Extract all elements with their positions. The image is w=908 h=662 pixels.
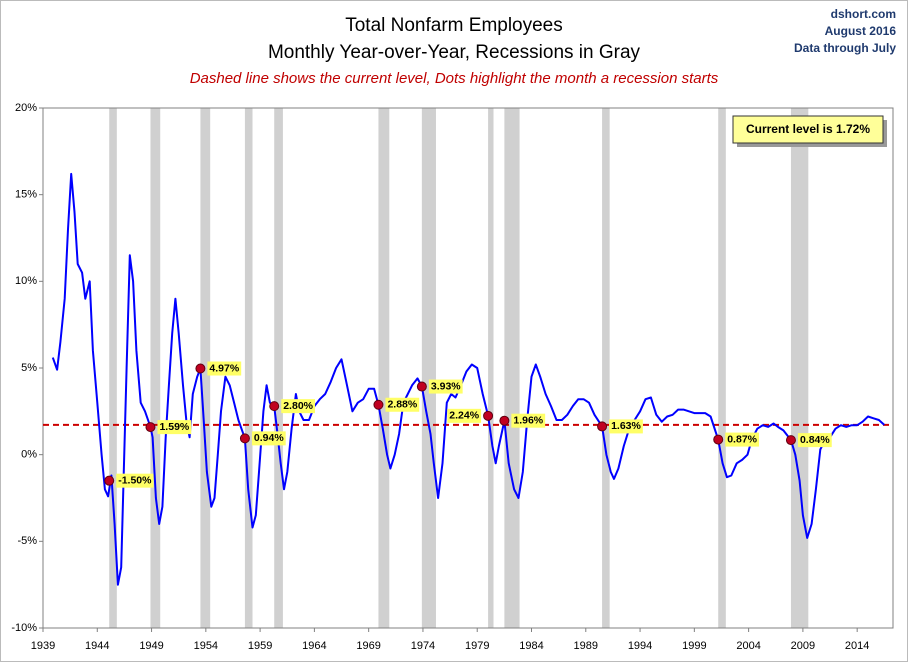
value-label: 0.94% xyxy=(254,432,284,444)
value-label: 0.84% xyxy=(800,434,830,446)
value-label-bg xyxy=(281,399,316,414)
value-label-bg xyxy=(385,397,420,412)
recession-band xyxy=(378,108,390,628)
x-tick-label: 1949 xyxy=(139,640,163,652)
x-tick-label: 1994 xyxy=(628,640,652,652)
recession-band xyxy=(488,108,494,628)
value-label: 2.80% xyxy=(283,400,313,412)
x-tick-label: 1959 xyxy=(248,640,272,652)
recession-band xyxy=(150,108,161,628)
value-label: 2.24% xyxy=(449,410,479,422)
source: August 2016 xyxy=(825,24,897,38)
recession-band xyxy=(244,108,253,628)
y-tick-label: -10% xyxy=(11,622,37,634)
recession-start-dot xyxy=(483,410,494,421)
recession-band xyxy=(718,108,726,628)
x-tick-label: 1969 xyxy=(356,640,380,652)
x-tick-label: 1944 xyxy=(85,640,109,652)
y-tick-label: 5% xyxy=(21,362,37,374)
x-tick-label: 2004 xyxy=(736,640,760,652)
value-label: 2.88% xyxy=(387,399,417,411)
recession-start-dot xyxy=(713,434,724,445)
x-tick-label: 1999 xyxy=(682,640,706,652)
value-label-bg xyxy=(725,432,760,447)
annotation: Current level is 1.72% xyxy=(746,122,870,136)
value-label: 0.87% xyxy=(727,433,757,445)
recession-start-dot xyxy=(195,363,206,374)
x-tick-label: 1954 xyxy=(194,640,218,652)
chart-title: Total Nonfarm Employees xyxy=(345,15,563,36)
x-tick-label: 1979 xyxy=(465,640,489,652)
recession-start-dot xyxy=(499,415,510,426)
recession-start-dot xyxy=(145,422,156,433)
recession-band xyxy=(790,108,809,628)
y-tick-label: 0% xyxy=(21,449,37,461)
value-label-bg xyxy=(428,379,463,394)
value-label-bg xyxy=(116,473,154,488)
value-label-bg xyxy=(797,433,832,448)
value-label-bg xyxy=(511,413,546,428)
value-label-bg xyxy=(609,419,643,434)
value-label: -1.50% xyxy=(118,474,152,486)
y-tick-label: 20% xyxy=(15,102,37,114)
value-label: 1.59% xyxy=(159,421,189,433)
x-tick-label: 1974 xyxy=(411,640,435,652)
x-tick-label: 1964 xyxy=(302,640,326,652)
recession-start-dot xyxy=(597,421,608,432)
value-label: 1.96% xyxy=(513,414,543,426)
value-label: 3.93% xyxy=(431,380,461,392)
recession-start-dot xyxy=(373,399,384,410)
recession-start-dot xyxy=(239,433,250,444)
recession-band xyxy=(504,108,520,628)
value-label: 1.63% xyxy=(611,420,641,432)
recession-band xyxy=(421,108,436,628)
chart-subtitle: Monthly Year-over-Year, Recessions in Gr… xyxy=(268,42,641,63)
source: Data through July xyxy=(794,41,896,55)
value-label: 4.97% xyxy=(209,362,239,374)
x-tick-label: 1939 xyxy=(31,640,55,652)
recession-band xyxy=(602,108,610,628)
chart-note: Dashed line shows the current level, Dot… xyxy=(190,70,719,87)
x-tick-label: 2014 xyxy=(845,640,869,652)
recession-start-dot xyxy=(416,381,427,392)
recession-start-dot xyxy=(269,401,280,412)
y-tick-label: 15% xyxy=(15,189,37,201)
recession-band xyxy=(274,108,283,628)
source: dshort.com xyxy=(831,7,896,21)
value-label-bg xyxy=(157,420,192,435)
x-tick-label: 1989 xyxy=(574,640,598,652)
y-tick-label: 10% xyxy=(15,275,37,287)
recession-start-dot xyxy=(785,435,796,446)
annotation-box xyxy=(732,115,884,144)
value-label-bg xyxy=(447,408,482,423)
value-label-bg xyxy=(207,361,242,376)
x-tick-label: 2009 xyxy=(791,640,815,652)
value-label-bg xyxy=(251,431,286,446)
x-tick-label: 1984 xyxy=(519,640,543,652)
recession-start-dot xyxy=(104,475,115,486)
y-tick-label: -5% xyxy=(17,535,37,547)
recession-band xyxy=(109,108,117,628)
